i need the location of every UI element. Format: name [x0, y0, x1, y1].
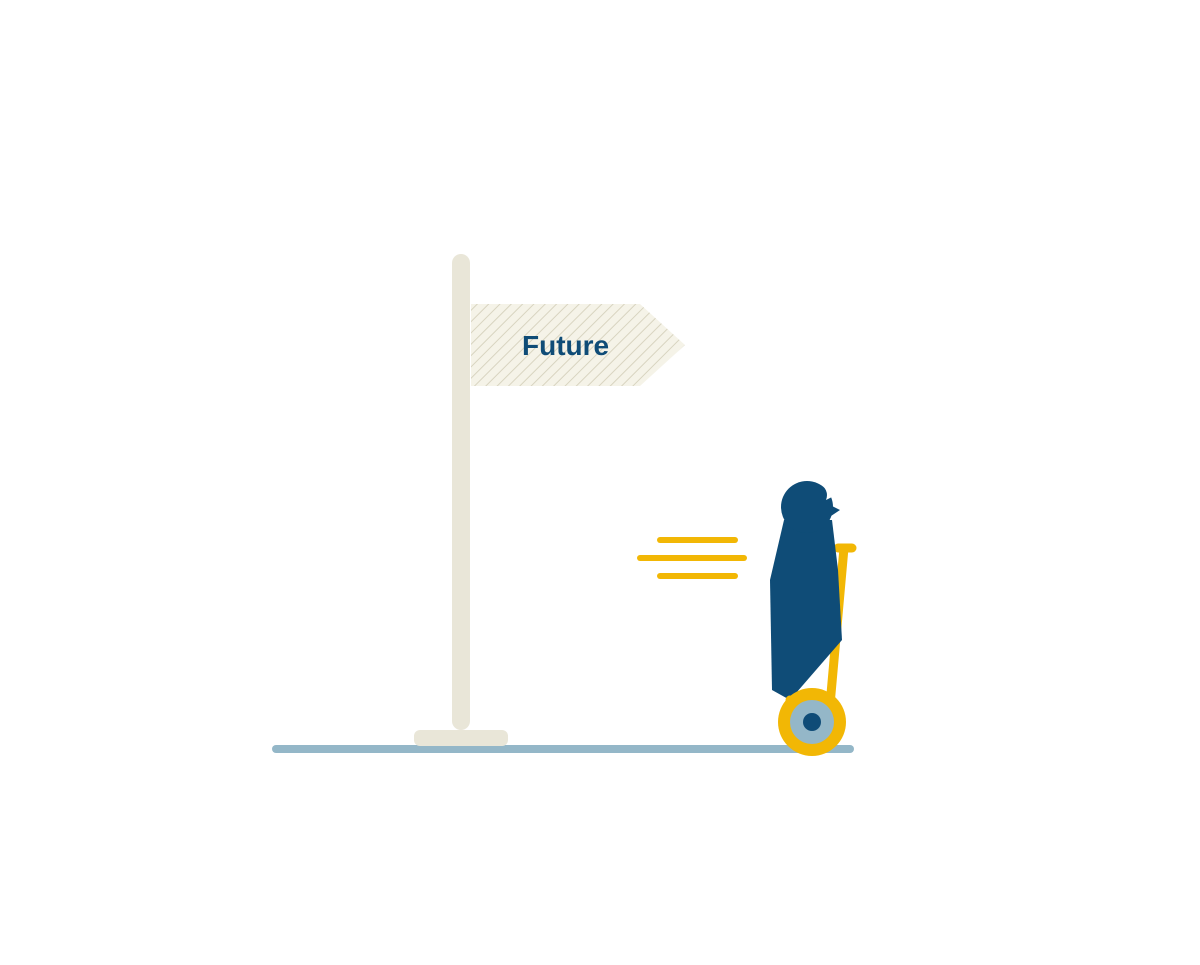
motion-lines	[640, 540, 744, 576]
segway-wheel-hub	[803, 713, 821, 731]
sign-pole	[452, 254, 470, 730]
sign-label: Future	[522, 330, 609, 361]
scene-svg: Future	[0, 0, 1200, 960]
sign-base	[414, 730, 508, 746]
person-nose	[828, 504, 840, 518]
future-infographic: Future	[0, 0, 1200, 960]
